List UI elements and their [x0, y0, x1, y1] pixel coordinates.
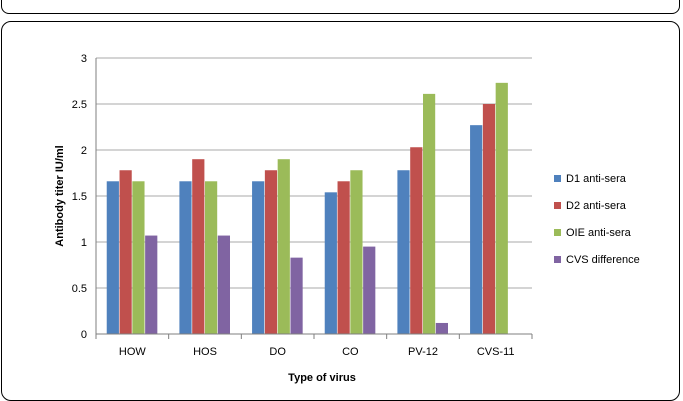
bar — [192, 159, 205, 334]
legend: D1 anti-sera D2 anti-sera OIE anti-sera CVS… — [554, 173, 640, 266]
y-tick-label: 0.5 — [72, 283, 87, 295]
x-tick-label: DO — [269, 346, 286, 358]
bar — [252, 181, 265, 334]
bar — [205, 181, 218, 334]
bar — [132, 181, 145, 334]
y-tick-label: 2 — [81, 145, 87, 157]
top-panel-frame — [1, 0, 680, 14]
legend-label: CVS difference — [566, 254, 640, 266]
bar — [363, 246, 376, 334]
y-tick-label: 3 — [81, 53, 87, 65]
bar — [179, 181, 192, 334]
bar-chart: 0 0.5 1 1.5 2 2.5 3 HOW HOS DO CO PV-12 CVS-11 Anti… — [54, 53, 640, 384]
bar — [495, 82, 508, 334]
bars — [106, 82, 508, 334]
y-tick-labels: 0 0.5 1 1.5 2 2.5 3 — [72, 53, 87, 341]
legend-label: OIE anti-sera — [566, 227, 632, 239]
bar — [410, 147, 423, 334]
x-tick-label: HOS — [193, 346, 217, 358]
bar — [350, 170, 363, 334]
axes — [95, 58, 533, 339]
legend-swatch — [554, 202, 561, 209]
gridlines — [96, 57, 532, 289]
bar — [482, 104, 496, 334]
y-tick-label: 0 — [81, 329, 87, 341]
x-tick-label: PV-12 — [408, 346, 438, 358]
legend-swatch — [554, 256, 561, 263]
x-tick-labels: HOW HOS DO CO PV-12 CVS-11 — [119, 346, 515, 358]
legend-swatch — [554, 175, 561, 182]
legend-swatch — [554, 229, 561, 236]
bar — [324, 192, 337, 334]
y-axis-title: Antibody titer IU/ml — [54, 145, 66, 246]
bar — [397, 170, 410, 334]
bar — [290, 257, 303, 334]
x-tick-label: CO — [342, 346, 359, 358]
y-tick-label: 1.5 — [72, 191, 87, 203]
bar — [217, 235, 230, 334]
bar — [337, 181, 350, 334]
bar — [435, 322, 448, 334]
bar — [277, 159, 290, 334]
bar — [119, 170, 132, 334]
legend-label: D1 anti-sera — [566, 173, 627, 185]
x-tick-label: CVS-11 — [477, 346, 515, 358]
bar — [470, 125, 483, 334]
bar — [264, 170, 278, 334]
x-tick-label: HOW — [119, 346, 147, 358]
bar — [423, 93, 436, 334]
bar — [106, 181, 119, 334]
x-axis-title: Type of virus — [288, 372, 356, 384]
legend-label: D2 anti-sera — [566, 200, 627, 212]
y-tick-label: 1 — [81, 237, 87, 249]
y-tick-label: 2.5 — [72, 99, 87, 111]
bar — [145, 235, 158, 334]
